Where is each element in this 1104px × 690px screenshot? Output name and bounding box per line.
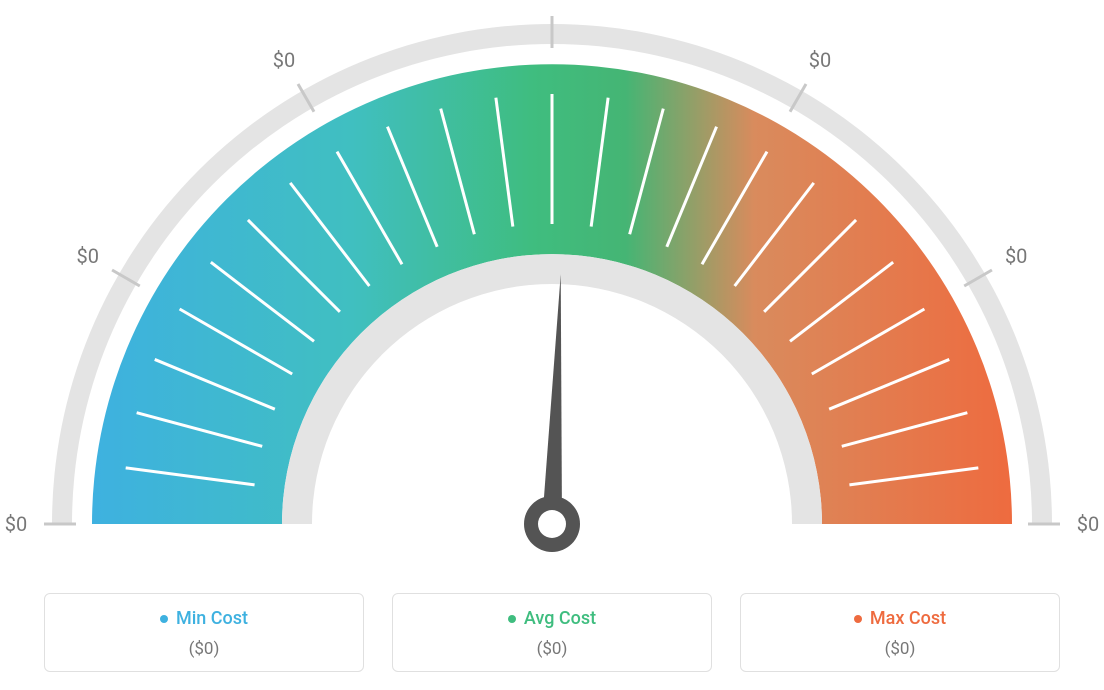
legend-dot-icon (508, 615, 516, 623)
gauge-tick-label: $0 (5, 512, 27, 536)
legend-dot-icon (854, 615, 862, 623)
legend-card-avg: Avg Cost ($0) (392, 593, 712, 673)
gauge-tick-label: $0 (77, 244, 99, 268)
legend-title: Min Cost (160, 608, 248, 629)
legend-card-max: Max Cost ($0) (740, 593, 1060, 673)
legend-row: Min Cost ($0) Avg Cost ($0) Max Cost ($0… (44, 593, 1060, 673)
legend-label: Avg Cost (524, 608, 596, 629)
gauge-tick-label: $0 (273, 48, 295, 72)
gauge-tick-label: $0 (1005, 244, 1027, 268)
gauge-chart: $0$0$0$0$0$0$0 Min Cost ($0) Avg Cost ($… (0, 0, 1104, 690)
legend-title: Avg Cost (508, 608, 596, 629)
gauge-tick-label: $0 (1077, 512, 1099, 536)
legend-value: ($0) (45, 639, 363, 659)
legend-label: Max Cost (870, 608, 946, 629)
legend-card-min: Min Cost ($0) (44, 593, 364, 673)
legend-dot-icon (160, 615, 168, 623)
legend-title: Max Cost (854, 608, 946, 629)
gauge-tick-label: $0 (809, 48, 831, 72)
legend-value: ($0) (393, 639, 711, 659)
gauge-svg (0, 0, 1104, 560)
legend-label: Min Cost (176, 608, 248, 629)
legend-value: ($0) (741, 639, 1059, 659)
